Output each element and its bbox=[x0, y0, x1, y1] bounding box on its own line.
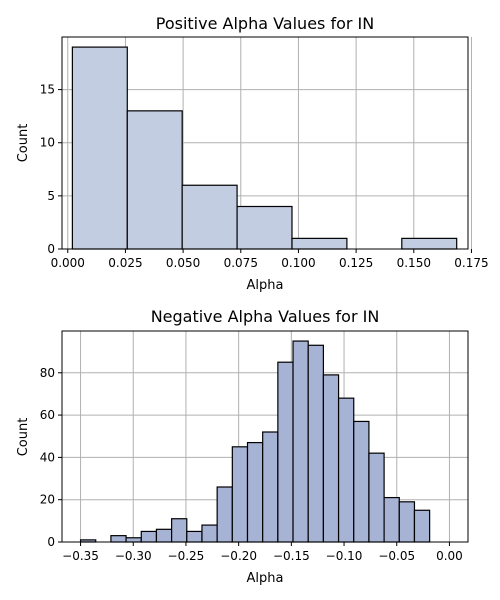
y-tick-label: 0 bbox=[47, 535, 55, 549]
x-tick-label: −0.25 bbox=[168, 549, 205, 563]
histogram-bar bbox=[322, 374, 340, 543]
histogram-bar bbox=[277, 361, 294, 543]
x-tick-label: 0.125 bbox=[339, 256, 373, 270]
y-tick-label: 60 bbox=[40, 408, 55, 422]
x-tick-label: 0.025 bbox=[108, 256, 142, 270]
y-tick-label: 40 bbox=[40, 450, 55, 464]
chart-title: Positive Alpha Values for IN bbox=[156, 14, 374, 33]
x-axis-label: Alpha bbox=[247, 278, 284, 293]
histogram-bar bbox=[246, 441, 264, 543]
x-tick-label: 0.00 bbox=[436, 549, 463, 563]
histogram-bar bbox=[201, 524, 218, 543]
positive-alpha-histogram: 0.000 0.025 0.050 0.075 0.100 0.125 0.150 0.175… bbox=[16, 14, 489, 293]
histogram-bar bbox=[186, 530, 203, 543]
y-tick-label: 80 bbox=[40, 366, 55, 380]
histogram-bar bbox=[292, 340, 309, 543]
x-tick-label: 0.100 bbox=[281, 256, 315, 270]
histogram-bar bbox=[307, 344, 324, 543]
y-tick-label: 5 bbox=[47, 189, 55, 203]
histogram-bar bbox=[401, 237, 458, 250]
y-tick-label: 0 bbox=[47, 242, 55, 256]
histogram-bar bbox=[140, 530, 158, 543]
y-axis-label: Count bbox=[16, 124, 31, 163]
histogram-bar bbox=[353, 420, 370, 543]
histogram-bar bbox=[291, 237, 348, 250]
x-tick-label: −0.10 bbox=[326, 549, 363, 563]
histogram-bar bbox=[398, 501, 416, 543]
histogram-bar bbox=[262, 431, 279, 543]
x-tick-label: 0.000 bbox=[51, 256, 85, 270]
plot-frame bbox=[61, 330, 469, 543]
ticks: −0.35 −0.30 −0.25 −0.20 −0.15 −0.10 −0.05 0.00 0… bbox=[40, 366, 463, 563]
x-tick-label: −0.05 bbox=[378, 549, 415, 563]
y-tick-label: 15 bbox=[40, 83, 55, 97]
histogram-bar bbox=[368, 452, 385, 543]
y-tick-label: 20 bbox=[40, 493, 55, 507]
x-tick-label: −0.30 bbox=[115, 549, 152, 563]
histogram-bar bbox=[337, 397, 355, 543]
negative-alpha-histogram: −0.35 −0.30 −0.25 −0.20 −0.15 −0.10 −0.05 0.00 0… bbox=[16, 307, 469, 586]
histogram-bar bbox=[125, 537, 142, 543]
x-tick-label: −0.20 bbox=[220, 549, 257, 563]
histogram-bar bbox=[181, 184, 238, 250]
histogram-bar bbox=[216, 486, 233, 543]
bars bbox=[71, 46, 458, 250]
histogram-bar bbox=[155, 528, 173, 543]
x-axis-label: Alpha bbox=[247, 571, 284, 586]
x-tick-label: 0.150 bbox=[397, 256, 431, 270]
histogram-bar bbox=[413, 509, 431, 543]
chart-title: Negative Alpha Values for IN bbox=[151, 307, 380, 326]
x-tick-label: 0.075 bbox=[224, 256, 258, 270]
histogram-bar bbox=[236, 205, 293, 250]
histogram-bar bbox=[383, 496, 400, 543]
histogram-bar bbox=[231, 446, 249, 543]
x-tick-label: 0.175 bbox=[454, 256, 488, 270]
x-tick-label: 0.050 bbox=[166, 256, 200, 270]
histogram-bar bbox=[126, 110, 183, 250]
histogram-bar bbox=[110, 535, 127, 543]
y-tick-label: 10 bbox=[40, 136, 55, 150]
x-tick-label: −0.15 bbox=[273, 549, 310, 563]
histogram-bar bbox=[171, 518, 188, 543]
histogram-bar bbox=[71, 46, 128, 250]
x-tick-label: −0.35 bbox=[62, 549, 99, 563]
y-axis-label: Count bbox=[16, 418, 31, 457]
ticks: 0.000 0.025 0.050 0.075 0.100 0.125 0.150 0.175… bbox=[40, 83, 489, 270]
